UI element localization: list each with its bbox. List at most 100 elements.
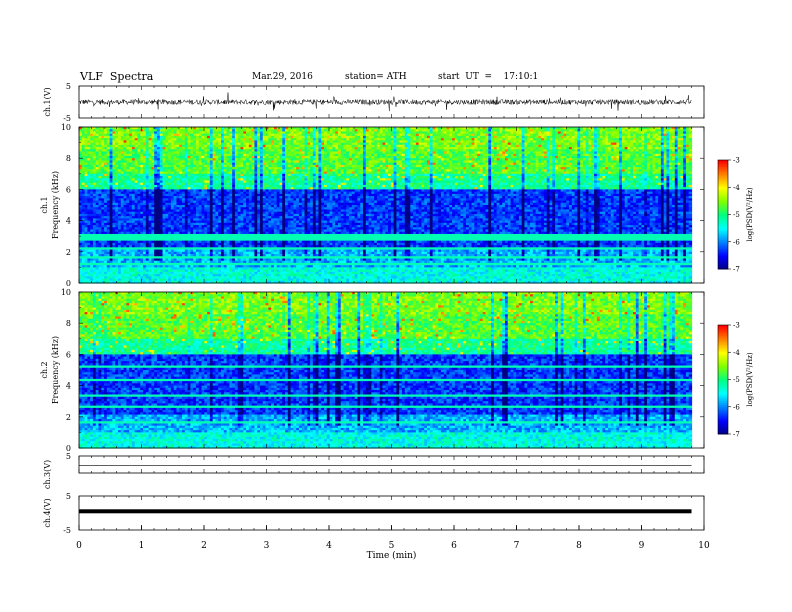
spectrogram-cell [396, 140, 400, 144]
spectrogram-cell [182, 147, 186, 150]
spectrogram-cell [165, 138, 169, 141]
spectrogram-cell [410, 135, 414, 139]
spectrogram-cell [652, 138, 656, 141]
spectrogram-cell [401, 142, 406, 146]
spectrogram-cell [516, 135, 520, 139]
spectrogram-cell [571, 144, 576, 148]
spectrogram-cell [368, 127, 372, 130]
spectrogram-cell [532, 129, 537, 133]
spectrogram-cell [688, 144, 693, 148]
spectrogram-cell [162, 135, 166, 139]
spectrogram-cell [337, 149, 342, 153]
spectrogram-cell [310, 140, 314, 144]
spectrogram-cell [535, 135, 539, 139]
spectrogram-cell [666, 144, 670, 148]
spectrogram-cell [265, 129, 269, 133]
spectrogram-cell [179, 127, 183, 130]
spectrogram-cell [594, 147, 598, 150]
spectrogram-cell [112, 129, 116, 133]
spectrogram-cell [560, 147, 565, 150]
spectrogram-cell [543, 135, 548, 139]
spectrogram-cell [607, 131, 612, 135]
spectrogram-cell [424, 138, 428, 141]
spectrogram-cell [518, 140, 523, 144]
spectrogram-cell [658, 138, 662, 141]
spectrogram-cell [374, 138, 378, 141]
spectrogram-cell [129, 133, 133, 137]
spectrogram-cell [585, 142, 590, 146]
spectrogram-cell [346, 144, 350, 148]
spectrogram-cell [602, 147, 606, 150]
spectrogram-cell [321, 144, 325, 148]
spectrogram-cell [296, 147, 300, 150]
spectrogram-cell [390, 142, 395, 146]
spectrogram-cell [115, 129, 119, 133]
spectrogram-cell [465, 131, 470, 135]
spectrogram-cell [120, 133, 125, 137]
spectrogram-cell [588, 131, 592, 135]
spectrogram-cell [474, 127, 478, 130]
spectrogram-cell [644, 131, 648, 135]
spectrogram-cell [170, 135, 175, 139]
spectrogram-cell [131, 140, 136, 144]
spectrogram-cell [351, 129, 356, 133]
spectrogram-cell [117, 135, 122, 139]
spectrogram-cell [482, 138, 487, 141]
spectrogram-cell [315, 127, 320, 130]
spectrogram-cell [154, 129, 158, 133]
spectrogram-cell [557, 138, 562, 141]
spectrogram-cell [396, 127, 400, 130]
spectrogram-cell [246, 135, 250, 139]
spectrogram-cell [485, 147, 489, 150]
spectrogram-cell [151, 138, 155, 141]
spectrogram-cell [285, 133, 289, 137]
spectrogram-cell [92, 144, 97, 148]
spectrogram-cell [209, 138, 214, 141]
spectrogram-cell [655, 147, 659, 150]
spectrogram-cell [560, 133, 565, 137]
spectrogram-cell [285, 138, 289, 141]
spectrogram-cell [240, 140, 244, 144]
spectrogram-cell [276, 149, 281, 153]
spectrogram-cell [212, 140, 217, 144]
spectrogram-cell [282, 129, 286, 133]
spectrogram-cell [212, 149, 217, 153]
spectrogram-cell [607, 140, 612, 144]
spectrogram-cell [546, 131, 551, 135]
spectrogram-cell [607, 133, 612, 137]
spectrogram-cell [248, 127, 253, 130]
spectrogram-cell [683, 140, 687, 144]
spectrogram-cell [106, 140, 111, 144]
spectrogram-cell [493, 138, 498, 141]
spectrogram-cell [368, 144, 372, 148]
spectrogram-cell [443, 131, 448, 135]
spectrogram-cell [685, 127, 690, 130]
spectrogram-cell [190, 135, 194, 139]
spectrogram-cell [298, 147, 303, 150]
spectrogram-cell [92, 142, 97, 146]
spectrogram-cell [602, 133, 606, 137]
spectrogram-cell [87, 131, 91, 135]
spectrogram-cell [424, 129, 428, 133]
spectrogram-cell [591, 144, 595, 148]
spectrogram-cell [591, 127, 595, 130]
spectrogram-cell [569, 142, 573, 146]
spectrogram-cell [663, 140, 668, 144]
spectrogram-cell [555, 129, 559, 133]
spectrogram-cell [262, 129, 267, 133]
spectrogram-cell [379, 149, 384, 153]
spectrogram-cell [293, 149, 297, 153]
spectrogram-cell [176, 127, 180, 130]
spectrogram-cell [502, 142, 506, 146]
spectrogram-cell [187, 149, 191, 153]
spectrogram-cell [129, 149, 133, 153]
spectrogram-cell [504, 127, 509, 130]
spectrogram-cell [293, 129, 297, 133]
spectrogram-cell [182, 129, 186, 133]
spectrogram-cell [610, 140, 615, 144]
spectrogram-cell [168, 140, 172, 144]
spectrogram-cell [104, 138, 108, 141]
spectrogram-cell [641, 127, 645, 130]
spectrogram-cell [296, 133, 300, 137]
spectrogram-cell [477, 133, 481, 137]
